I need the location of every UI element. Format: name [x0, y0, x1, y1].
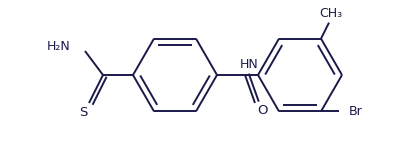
- Text: H₂N: H₂N: [47, 40, 71, 54]
- Text: CH₃: CH₃: [320, 7, 342, 20]
- Text: S: S: [79, 105, 87, 118]
- Text: O: O: [257, 103, 267, 117]
- Text: Br: Br: [349, 105, 363, 118]
- Text: HN: HN: [240, 58, 259, 72]
